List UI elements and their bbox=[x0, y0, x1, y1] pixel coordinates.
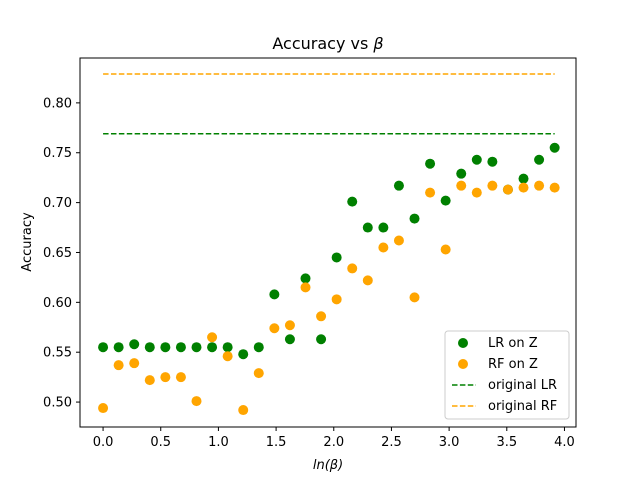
point-rf-17 bbox=[362, 275, 373, 286]
point-rf-12 bbox=[284, 320, 295, 331]
point-rf-8 bbox=[222, 351, 233, 362]
point-lr-5 bbox=[175, 342, 186, 353]
point-rf-19 bbox=[393, 235, 404, 246]
x-tick-label: 2.5 bbox=[381, 435, 402, 450]
point-lr-15 bbox=[331, 252, 342, 263]
point-rf-20 bbox=[409, 292, 420, 303]
point-lr-13 bbox=[300, 273, 311, 284]
point-lr-29 bbox=[549, 142, 560, 153]
point-lr-10 bbox=[253, 342, 264, 353]
x-tick-label: 3.0 bbox=[439, 435, 460, 450]
legend-label-original-lr: original LR bbox=[488, 378, 557, 393]
point-lr-21 bbox=[425, 158, 436, 169]
x-axis-ticks: 0.0 0.5 1.0 1.5 2.0 2.5 3.0 3.5 4.0 bbox=[93, 427, 575, 450]
y-tick-label: 0.50 bbox=[43, 396, 72, 411]
point-lr-17 bbox=[362, 222, 373, 233]
point-lr-3 bbox=[144, 342, 155, 353]
legend: LR on Z RF on Z original LR original RF bbox=[444, 330, 570, 420]
x-tick-label: 4.0 bbox=[554, 435, 575, 450]
point-rf-4 bbox=[160, 372, 171, 383]
plot-area-frame bbox=[79, 57, 577, 428]
x-tick-label: 0.0 bbox=[93, 435, 114, 450]
point-rf-21 bbox=[425, 187, 436, 198]
point-rf-25 bbox=[487, 180, 498, 191]
point-rf-6 bbox=[191, 396, 202, 407]
legend-label-lr: LR on Z bbox=[488, 336, 538, 351]
point-lr-7 bbox=[207, 342, 218, 353]
legend-label-rf: RF on Z bbox=[488, 357, 538, 372]
point-lr-28 bbox=[534, 154, 545, 165]
point-rf-22 bbox=[440, 244, 451, 255]
point-lr-11 bbox=[269, 289, 280, 300]
point-rf-14 bbox=[316, 311, 327, 322]
point-lr-8 bbox=[222, 342, 233, 353]
point-lr-27 bbox=[518, 173, 529, 184]
point-rf-24 bbox=[471, 187, 482, 198]
legend-label-original-rf: original RF bbox=[488, 399, 557, 414]
plot-marks bbox=[98, 73, 560, 416]
x-tick-label: 1.0 bbox=[208, 435, 229, 450]
point-rf-26 bbox=[502, 184, 513, 195]
point-rf-27 bbox=[518, 182, 529, 193]
point-rf-0 bbox=[98, 403, 109, 414]
point-rf-18 bbox=[378, 242, 389, 253]
y-tick-label: 0.55 bbox=[43, 346, 72, 361]
point-rf-15 bbox=[331, 294, 342, 305]
legend-marker-rf bbox=[458, 359, 468, 369]
point-lr-23 bbox=[456, 168, 467, 179]
point-lr-6 bbox=[191, 342, 202, 353]
x-tick-label: 2.0 bbox=[323, 435, 344, 450]
point-lr-18 bbox=[378, 222, 389, 233]
chart-title: Accuracy vs β bbox=[272, 34, 383, 53]
point-lr-0 bbox=[98, 342, 109, 353]
x-tick-label: 3.5 bbox=[496, 435, 517, 450]
point-lr-16 bbox=[347, 196, 358, 207]
point-lr-19 bbox=[393, 180, 404, 191]
point-rf-1 bbox=[113, 360, 124, 371]
legend-marker-lr bbox=[458, 338, 468, 348]
x-tick-label: 0.5 bbox=[150, 435, 171, 450]
point-lr-4 bbox=[160, 342, 171, 353]
y-tick-label: 0.70 bbox=[43, 196, 72, 211]
y-tick-label: 0.75 bbox=[43, 146, 72, 161]
point-rf-16 bbox=[347, 263, 358, 274]
point-rf-5 bbox=[175, 372, 186, 383]
x-axis-label: ln(β) bbox=[313, 458, 343, 473]
y-tick-label: 0.60 bbox=[43, 296, 72, 311]
point-rf-2 bbox=[129, 358, 140, 369]
point-rf-7 bbox=[207, 332, 218, 343]
y-tick-label: 0.80 bbox=[43, 96, 72, 111]
point-lr-24 bbox=[471, 154, 482, 165]
point-lr-22 bbox=[440, 195, 451, 206]
point-lr-1 bbox=[113, 342, 124, 353]
point-lr-20 bbox=[409, 213, 420, 224]
point-lr-9 bbox=[238, 349, 249, 360]
point-rf-11 bbox=[269, 323, 280, 334]
point-lr-2 bbox=[129, 339, 140, 350]
point-rf-9 bbox=[238, 405, 249, 416]
point-rf-28 bbox=[534, 180, 545, 191]
y-axis-label: Accuracy bbox=[20, 212, 35, 272]
point-rf-10 bbox=[253, 368, 264, 379]
point-lr-25 bbox=[487, 156, 498, 167]
point-rf-13 bbox=[300, 282, 311, 293]
x-tick-label: 1.5 bbox=[266, 435, 287, 450]
y-axis-ticks: 0.50 0.55 0.60 0.65 0.70 0.75 0.80 bbox=[43, 96, 80, 411]
point-lr-12 bbox=[284, 334, 295, 345]
y-tick-label: 0.65 bbox=[43, 246, 72, 261]
point-lr-14 bbox=[316, 334, 327, 345]
point-rf-3 bbox=[144, 375, 155, 386]
point-rf-23 bbox=[456, 180, 467, 191]
point-rf-29 bbox=[549, 182, 560, 193]
legend-box bbox=[444, 330, 570, 420]
